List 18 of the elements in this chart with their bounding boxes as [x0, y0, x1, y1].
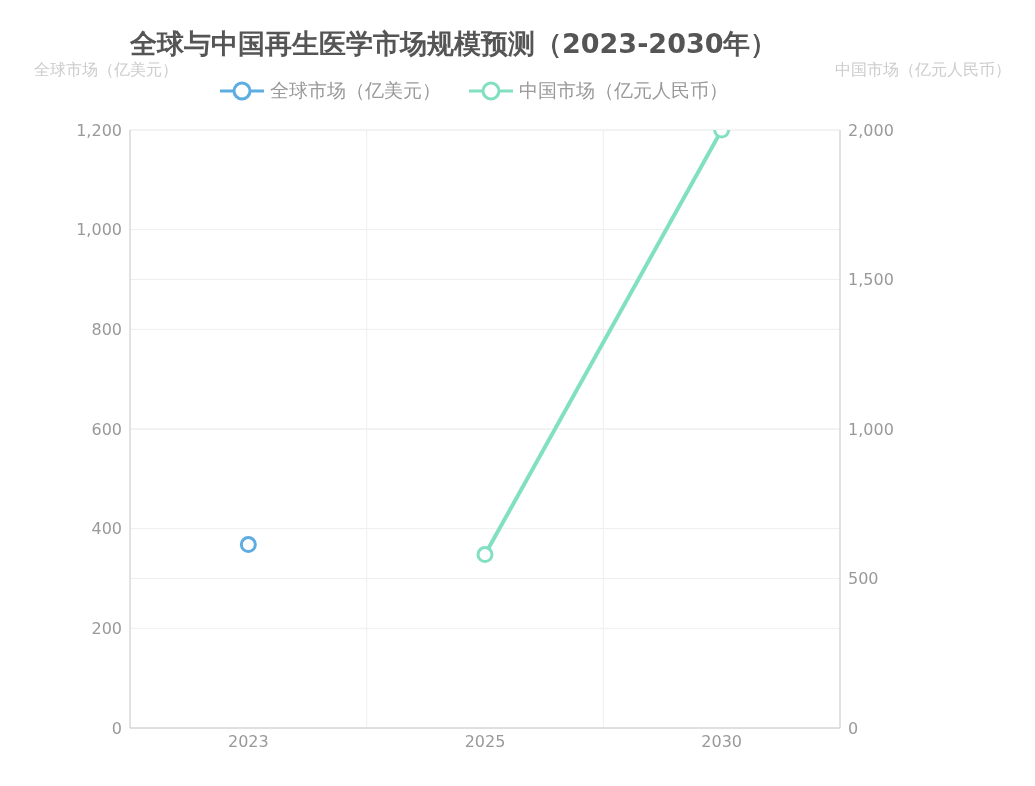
y2-tick-label: 500 — [848, 569, 879, 589]
x-tick-label: 2030 — [701, 732, 743, 752]
x-tick-label: 2025 — [464, 732, 506, 752]
y2-tick-label: 0 — [848, 718, 859, 738]
y-tick-label: 800 — [91, 320, 122, 340]
chart-title: 全球与中国再生医学市场规模预测（2023-2030年） — [130, 28, 778, 59]
y-tick-label: 1,200 — [76, 120, 122, 140]
y2-tick-label: 2,000 — [848, 120, 894, 140]
y-tick-label: 1,000 — [76, 220, 122, 240]
legend-label: 中国市场（亿元人民币） — [519, 78, 728, 103]
y-tick-label: 0 — [111, 718, 122, 738]
y2-tick-label: 1,000 — [848, 419, 894, 439]
y2-tick-label: 1,500 — [848, 270, 894, 290]
y-tick-label: 400 — [91, 519, 122, 539]
x-tick-label: 2023 — [227, 732, 269, 752]
legend-label: 全球市场（亿美元） — [270, 78, 441, 103]
y-tick-label: 200 — [91, 619, 122, 639]
y-tick-label: 600 — [91, 419, 122, 439]
